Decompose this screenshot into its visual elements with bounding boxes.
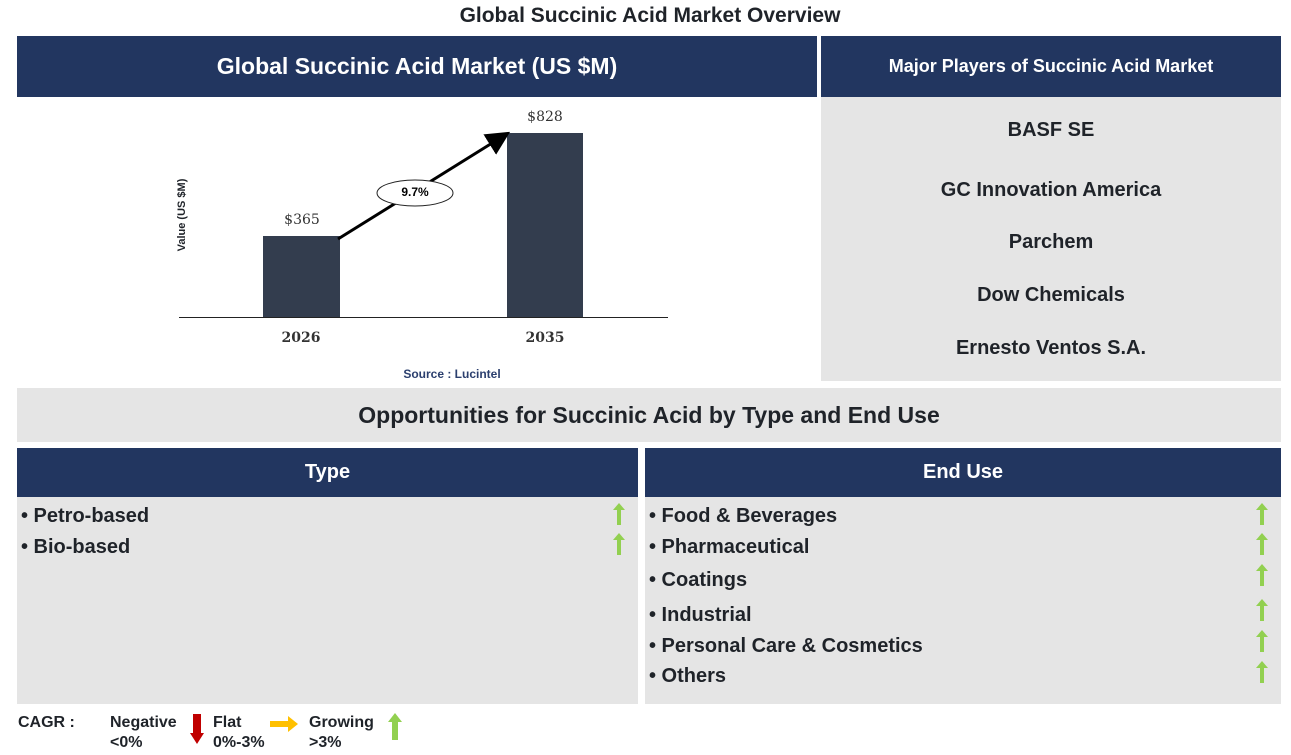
x-tick-label: 2026 bbox=[281, 330, 321, 346]
end-use-item: • Pharmaceutical bbox=[649, 536, 810, 558]
source-note: Source : Lucintel bbox=[403, 367, 501, 381]
players-list: BASF SE GC Innovation America Parchem Do… bbox=[821, 97, 1281, 381]
legend-flat-range: 0%-3% bbox=[213, 734, 265, 751]
end-use-list: • Food & Beverages • Pharmaceutical • Co… bbox=[645, 497, 1281, 704]
bar-value-label: $365 bbox=[284, 212, 320, 228]
type-header: Type bbox=[17, 448, 638, 497]
chart-panel-header: Global Succinic Acid Market (US $M) bbox=[17, 36, 817, 97]
growing-arrow-icon bbox=[613, 503, 625, 525]
negative-arrow-icon bbox=[190, 714, 204, 744]
cagr-arrow-icon bbox=[337, 131, 511, 241]
bar-value-label: $828 bbox=[527, 109, 563, 125]
type-item: • Bio-based bbox=[21, 536, 131, 558]
player-item: BASF SE bbox=[1007, 119, 1095, 141]
end-use-item: • Others bbox=[649, 665, 727, 687]
growing-arrow-icon bbox=[1256, 533, 1268, 555]
player-item: GC Innovation America bbox=[940, 179, 1162, 201]
growing-arrow-icon bbox=[613, 533, 625, 555]
growing-arrow-icon bbox=[1256, 564, 1268, 586]
legend-title: CAGR : bbox=[18, 714, 75, 731]
end-use-item: • Coatings bbox=[649, 569, 748, 591]
legend-negative-label: Negative bbox=[110, 714, 177, 731]
growing-arrow-icon bbox=[1256, 599, 1268, 621]
opportunities-title: Opportunities for Succinic Acid by Type … bbox=[17, 388, 1281, 442]
end-use-item: • Industrial bbox=[649, 604, 752, 626]
players-header: Major Players of Succinic Acid Market bbox=[821, 36, 1281, 97]
bar-2026 bbox=[263, 236, 340, 317]
bar-chart: Value (US $M) $365 $828 9.7% 2026 2035 S… bbox=[17, 97, 817, 385]
end-use-item: • Food & Beverages bbox=[649, 505, 838, 527]
growing-arrow-icon bbox=[388, 713, 402, 740]
growing-arrow-icon bbox=[1256, 630, 1268, 652]
legend-flat-label: Flat bbox=[213, 714, 242, 731]
end-use-item: • Personal Care & Cosmetics bbox=[649, 635, 923, 657]
growing-arrow-icon bbox=[1256, 661, 1268, 683]
flat-arrow-icon bbox=[270, 716, 298, 732]
player-item: Dow Chemicals bbox=[977, 284, 1125, 306]
growing-arrow-icon bbox=[1256, 503, 1268, 525]
x-axis-line bbox=[179, 317, 668, 318]
player-item: Ernesto Ventos S.A. bbox=[955, 337, 1147, 359]
end-use-header: End Use bbox=[645, 448, 1281, 497]
bar-2035 bbox=[507, 133, 583, 317]
player-item: Parchem bbox=[1008, 231, 1094, 253]
x-tick-label: 2035 bbox=[525, 330, 565, 346]
page-title: Global Succinic Acid Market Overview bbox=[459, 4, 841, 27]
legend-growing-label: Growing bbox=[309, 714, 374, 731]
legend-negative-range: <0% bbox=[110, 734, 143, 751]
type-item: • Petro-based bbox=[21, 505, 150, 527]
cagr-label: 9.7% bbox=[401, 185, 429, 199]
legend-growing-range: >3% bbox=[309, 734, 342, 751]
type-list: • Petro-based • Bio-based bbox=[17, 497, 638, 704]
